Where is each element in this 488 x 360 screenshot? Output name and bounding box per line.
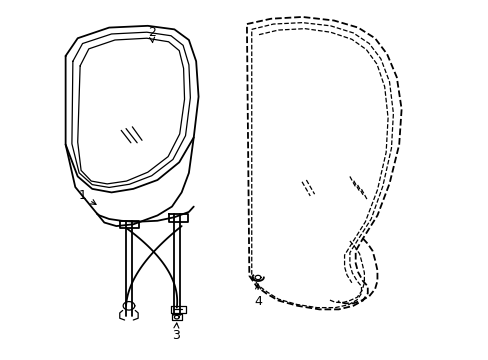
Text: 2: 2 <box>147 26 155 42</box>
Text: 3: 3 <box>172 323 180 342</box>
Text: 4: 4 <box>254 284 262 308</box>
Text: 1: 1 <box>79 189 96 204</box>
